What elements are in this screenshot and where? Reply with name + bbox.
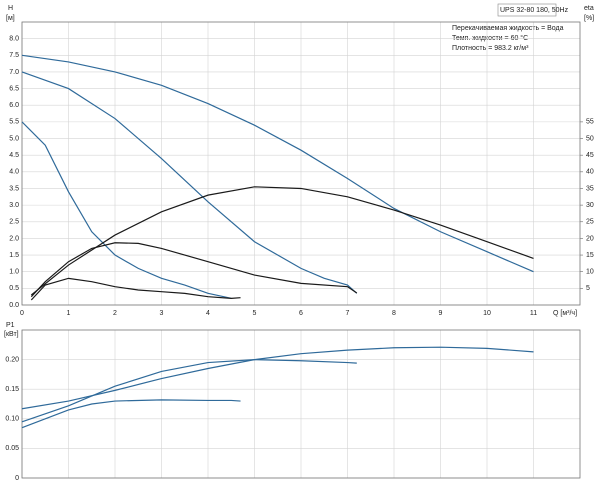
y2-axis-unit: [%]: [584, 15, 594, 22]
x-tick-label: 9: [439, 310, 443, 317]
y-tick-label: 3.5: [9, 185, 19, 192]
curve: [30, 186, 534, 296]
x-tick-label: 2: [113, 310, 117, 317]
y2-tick-label: 5: [586, 285, 590, 292]
curve: [30, 277, 241, 301]
curve: [21, 358, 357, 423]
y-tick-label: 7.5: [9, 52, 19, 59]
y-tick-label: 1.5: [9, 252, 19, 259]
y2-tick-label: 35: [586, 185, 594, 192]
y-tick-label: 3.0: [9, 202, 19, 209]
y2-axis-label: eta: [584, 5, 594, 12]
y-tick-label: 4.5: [9, 152, 19, 159]
y-tick-label: 2.5: [9, 219, 19, 226]
curve: [21, 346, 534, 410]
y-tick-label: 5.5: [9, 119, 19, 126]
y-tick-label: 0.10: [5, 416, 19, 423]
y-axis-unit: [кВт]: [4, 331, 19, 338]
annotation: Перекачиваемая жидкость = Вода: [452, 25, 564, 32]
title-box: [497, 3, 557, 17]
y-axis-label: H: [8, 5, 13, 12]
x-tick-label: 1: [67, 310, 71, 317]
curve: [21, 121, 232, 299]
y-axis-label: P1: [6, 322, 15, 329]
y-tick-label: 8.0: [9, 35, 19, 42]
y2-tick-label: 10: [586, 269, 594, 276]
y2-tick-label: 30: [586, 202, 594, 209]
y-tick-label: 4.0: [9, 169, 19, 176]
chart-title: UPS 32-80 180, 50Hz: [500, 7, 569, 14]
x-tick-label: 10: [483, 310, 491, 317]
y2-tick-label: 40: [586, 169, 594, 176]
y-tick-label: 0.05: [5, 445, 19, 452]
curve: [30, 242, 358, 298]
y-tick-label: 0.5: [9, 285, 19, 292]
x-tick-label: 4: [206, 310, 210, 317]
y-tick-label: 0: [15, 475, 19, 482]
y-tick-label: 1.0: [9, 269, 19, 276]
x-axis-label: Q [м³/ч]: [553, 310, 577, 317]
x-tick-label: 7: [346, 310, 350, 317]
x-tick-label: 3: [160, 310, 164, 317]
x-tick-label: 5: [253, 310, 257, 317]
y2-tick-label: 50: [586, 135, 594, 142]
y2-tick-label: 25: [586, 219, 594, 226]
curve: [21, 71, 358, 294]
y2-tick-label: 45: [586, 152, 594, 159]
annotation: Плотность = 983.2 кг/м³: [452, 45, 529, 52]
y-tick-label: 2.0: [9, 235, 19, 242]
y-tick-label: 6.5: [9, 85, 19, 92]
plot-frame: [21, 329, 581, 479]
x-tick-label: 0: [20, 310, 24, 317]
curve: [21, 399, 241, 429]
y-tick-label: 0.0: [9, 302, 19, 309]
x-tick-label: 11: [530, 310, 537, 317]
curve: [21, 54, 534, 273]
y-tick-label: 0.15: [5, 386, 19, 393]
y2-tick-label: 15: [586, 252, 594, 259]
annotation: Темп. жидкости = 60 °C: [452, 34, 528, 42]
x-tick-label: 8: [392, 310, 396, 317]
plot-frame: [21, 21, 581, 306]
y-axis-unit: [м]: [6, 15, 15, 22]
x-tick-label: 6: [299, 310, 303, 317]
y-tick-label: 6.0: [9, 102, 19, 109]
y2-tick-label: 20: [586, 235, 594, 242]
y-tick-label: 5.0: [9, 135, 19, 142]
y-tick-label: 0.20: [5, 356, 19, 363]
y2-tick-label: 55: [586, 119, 594, 126]
y-tick-label: 7.0: [9, 69, 19, 76]
